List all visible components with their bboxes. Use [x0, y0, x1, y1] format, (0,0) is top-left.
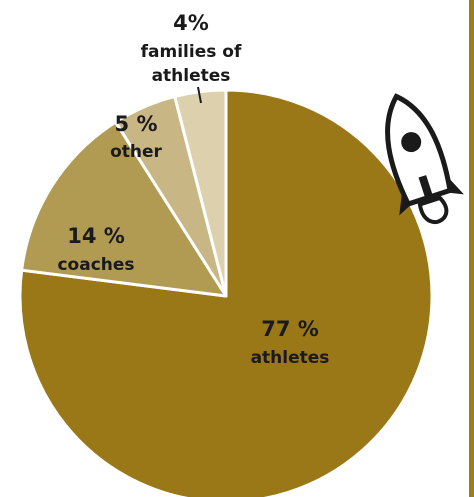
slice-coaches-label: coaches [57, 255, 134, 275]
pie-slice-coaches [20, 120, 228, 298]
slice-families-percent: 4% [173, 11, 209, 35]
slice-families-label-line2: athletes [152, 66, 231, 86]
slices-layer [18, 88, 434, 497]
slice-athletes-percent: 77 % [261, 317, 319, 341]
families-leader-line [197, 86, 202, 104]
slice-athletes-label: athletes [251, 348, 330, 368]
slice-other-percent: 5 % [115, 112, 158, 136]
pie-slice-families-of-athletes [173, 88, 228, 298]
slice-families-label-line1: families of [141, 42, 242, 62]
rocket-icon [385, 93, 464, 225]
pie-slice-athletes [18, 88, 434, 497]
slice-coaches-percent: 14 % [67, 224, 125, 248]
right-border [469, 0, 474, 497]
slice-other-label: other [110, 142, 162, 162]
